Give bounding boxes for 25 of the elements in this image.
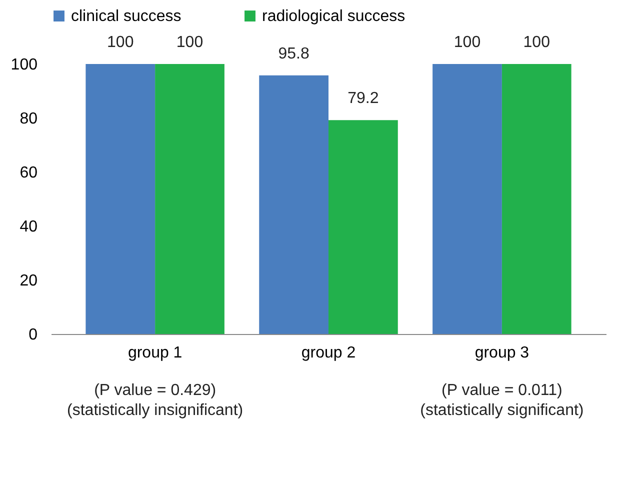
y-tick-label: 0 xyxy=(28,326,38,344)
data-label: 100 xyxy=(454,34,481,51)
bar xyxy=(259,75,328,334)
text: (P value = 0.011) (statistically significant) xyxy=(420,382,584,419)
data-label: 100 xyxy=(523,34,550,51)
y-tick-label: 80 xyxy=(20,110,38,128)
data-label: 100 xyxy=(107,34,134,51)
y-tick-label: 100 xyxy=(10,56,38,74)
x-tick-label: group 3 xyxy=(474,344,530,362)
bar xyxy=(155,64,224,334)
data-label: 95.8 xyxy=(278,45,310,62)
bar xyxy=(502,64,572,334)
bar xyxy=(328,120,398,334)
bar xyxy=(86,64,156,334)
data-label: 79.2 xyxy=(348,90,379,108)
data-label: 100 xyxy=(176,34,204,51)
y-tick-label: 20 xyxy=(20,272,38,290)
x-tick-label: group 1 xyxy=(128,344,182,362)
legend-label: clinical success xyxy=(71,8,182,25)
text: (P value = 0.429) (statistically insignificant) xyxy=(67,382,244,419)
y-tick-label: 40 xyxy=(20,218,38,236)
legend-label: radiological success xyxy=(262,8,406,25)
y-tick-label: 60 xyxy=(20,164,38,182)
x-tick-label: group 2 xyxy=(301,344,356,362)
bar xyxy=(432,64,502,334)
